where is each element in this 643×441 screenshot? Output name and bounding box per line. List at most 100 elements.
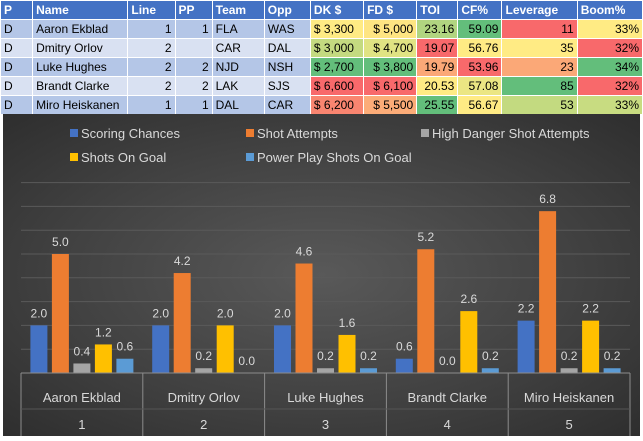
table-cell[interactable]: 20.53 (416, 76, 459, 96)
table-cell[interactable]: $ 5,000 (363, 19, 418, 39)
table-cell[interactable]: D (0, 38, 34, 58)
table-cell[interactable]: 2 (127, 76, 176, 96)
bar[interactable] (395, 358, 413, 373)
column-header[interactable]: CF% (457, 0, 503, 20)
legend-label[interactable]: Shot Attempts (257, 126, 338, 141)
table-cell[interactable] (174, 38, 213, 58)
column-header[interactable]: TOI (416, 0, 459, 20)
table-cell[interactable]: Miro Heiskanen (32, 95, 129, 115)
bar[interactable] (30, 325, 48, 373)
bar[interactable] (360, 368, 377, 373)
bar[interactable] (539, 211, 557, 373)
bar[interactable] (338, 334, 356, 373)
bar[interactable] (94, 344, 112, 373)
column-header[interactable]: Team (211, 0, 265, 20)
table-cell[interactable]: 57.08 (457, 76, 503, 96)
table-cell[interactable]: 11 (501, 19, 578, 39)
column-header[interactable]: P (0, 0, 34, 20)
table-cell[interactable]: DAL (211, 95, 265, 115)
table-cell[interactable]: Dmitry Orlov (32, 38, 129, 58)
table-cell[interactable]: 53 (501, 95, 578, 115)
table-cell[interactable]: 34% (576, 57, 643, 77)
table-cell[interactable]: D (0, 57, 34, 77)
table-cell[interactable]: 1 (127, 19, 176, 39)
column-header[interactable]: FD $ (363, 0, 418, 20)
legend-label[interactable]: Power Play Shots On Goal (257, 150, 412, 165)
table-cell[interactable]: NJD (211, 57, 265, 77)
table-cell[interactable]: 2 (174, 57, 213, 77)
table-cell[interactable]: $ 5,500 (363, 95, 418, 115)
table-cell[interactable]: $ 6,600 (309, 76, 365, 96)
bar[interactable] (460, 311, 478, 373)
bar[interactable] (173, 273, 191, 373)
bar[interactable] (603, 368, 621, 373)
table-cell[interactable]: 56.67 (457, 95, 503, 115)
table-cell[interactable]: LAK (211, 76, 265, 96)
table-cell[interactable]: 53.96 (457, 57, 503, 77)
column-header[interactable]: Line (127, 0, 176, 20)
table-cell[interactable]: 32% (576, 38, 643, 58)
table-cell[interactable]: 2 (174, 76, 213, 96)
table-cell[interactable]: 23.16 (416, 19, 459, 39)
table-cell[interactable]: Aaron Ekblad (32, 19, 129, 39)
table-cell[interactable]: CAR (211, 38, 265, 58)
table-cell[interactable]: $ 3,800 (363, 57, 418, 77)
table-cell[interactable]: 32% (576, 76, 643, 96)
bar[interactable] (317, 368, 334, 373)
table-cell[interactable]: 33% (576, 19, 643, 39)
bar[interactable] (216, 325, 234, 373)
table-cell[interactable]: NSH (263, 57, 311, 77)
table-cell[interactable]: Luke Hughes (32, 57, 129, 77)
table-cell[interactable]: $ 3,000 (309, 38, 365, 58)
column-header[interactable]: Opp (263, 0, 311, 20)
table-cell[interactable]: 23 (501, 57, 578, 77)
table-cell[interactable]: Brandt Clarke (32, 76, 129, 96)
table-cell[interactable]: SJS (263, 76, 311, 96)
bar[interactable] (517, 320, 535, 373)
column-header[interactable]: DK $ (309, 0, 365, 20)
table-cell[interactable]: 25.55 (416, 95, 459, 115)
table-cell[interactable]: FLA (211, 19, 265, 39)
table-cell[interactable]: 19.79 (416, 57, 459, 77)
legend-label[interactable]: Shots On Goal (81, 150, 166, 165)
table-cell[interactable]: DAL (263, 38, 311, 58)
table-cell[interactable]: CAR (263, 95, 311, 115)
table-cell[interactable]: D (0, 19, 34, 39)
bar[interactable] (152, 325, 170, 373)
bar[interactable] (417, 249, 435, 373)
legend-label[interactable]: Scoring Chances (81, 126, 180, 141)
bar[interactable] (73, 363, 91, 373)
table-cell[interactable]: $ 4,700 (363, 38, 418, 58)
table-cell[interactable]: $ 3,300 (309, 19, 365, 39)
table-cell[interactable]: 19.07 (416, 38, 459, 58)
table-cell[interactable]: 2 (127, 57, 176, 77)
bar[interactable] (481, 368, 499, 373)
table-cell[interactable]: WAS (263, 19, 311, 39)
table-cell[interactable]: 1 (127, 95, 176, 115)
table-cell[interactable]: 1 (174, 95, 213, 115)
table-cell[interactable]: 56.76 (457, 38, 503, 58)
bar[interactable] (582, 320, 600, 373)
table-cell[interactable]: 1 (174, 19, 213, 39)
column-header[interactable]: PP (174, 0, 213, 20)
table-cell[interactable]: D (0, 76, 34, 96)
table-cell[interactable]: $ 6,100 (363, 76, 418, 96)
table-cell[interactable]: $ 6,200 (309, 95, 365, 115)
bar[interactable] (295, 263, 313, 373)
column-header[interactable]: Leverage (501, 0, 578, 20)
table-cell[interactable]: 59.09 (457, 19, 503, 39)
bar[interactable] (560, 368, 578, 373)
table-cell[interactable]: D (0, 95, 34, 115)
bar[interactable] (51, 254, 69, 373)
column-header[interactable]: Boom% (576, 0, 643, 20)
table-cell[interactable]: 2 (127, 38, 176, 58)
table-cell[interactable]: $ 2,700 (309, 57, 365, 77)
table-cell[interactable]: 85 (501, 76, 578, 96)
legend-label[interactable]: High Danger Shot Attempts (432, 126, 590, 141)
bar[interactable] (274, 325, 291, 373)
table-cell[interactable]: 35 (501, 38, 578, 58)
table-cell[interactable]: 33% (576, 95, 643, 115)
bar[interactable] (116, 358, 134, 373)
column-header[interactable]: Name (32, 0, 129, 20)
bar[interactable] (195, 368, 213, 373)
